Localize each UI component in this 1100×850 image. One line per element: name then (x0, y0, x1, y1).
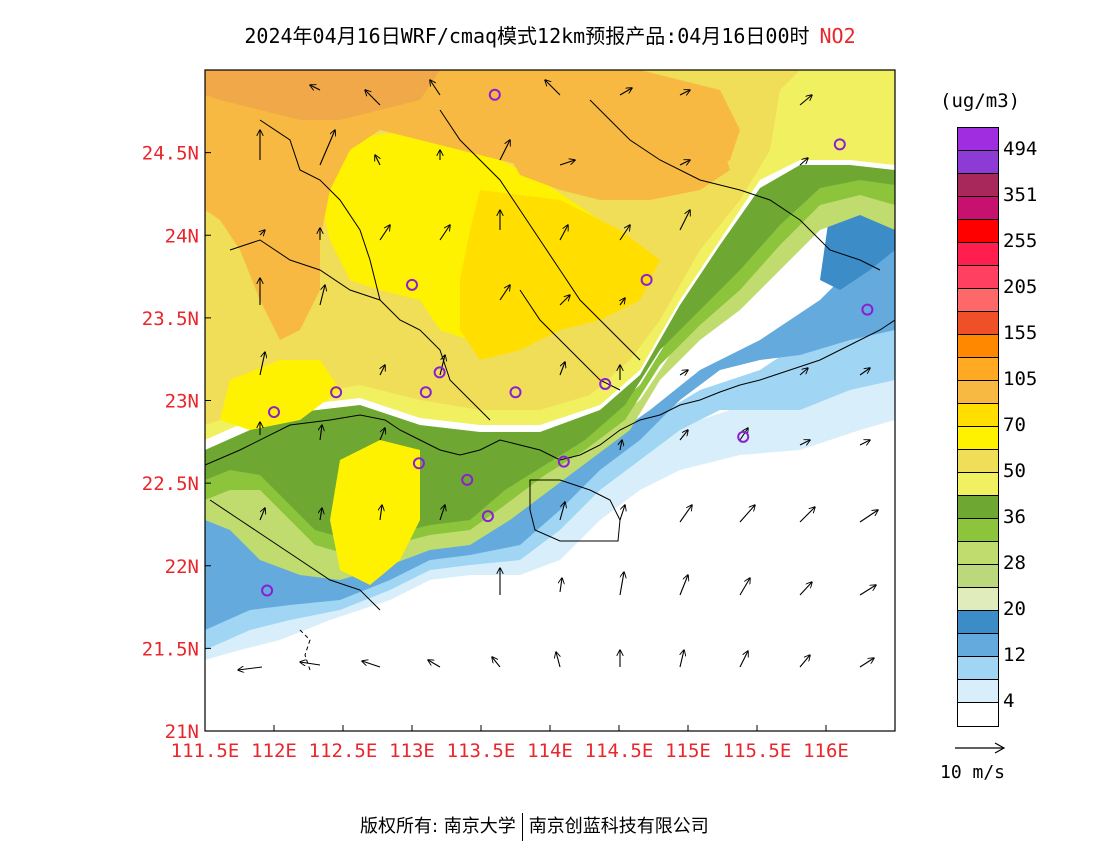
station-marker (412, 457, 425, 470)
colorbar-label: 494 (1003, 138, 1038, 160)
colorbar-label: 4 (1003, 690, 1015, 712)
colorbar-cell (958, 289, 998, 312)
lat-tick-label: 24N (165, 225, 199, 247)
station-marker (737, 430, 750, 443)
colorbar-cell (958, 542, 998, 565)
colorbar-cell (958, 220, 998, 243)
lat-tick-label: 23N (165, 391, 199, 413)
lon-tick-label: 113.5E (447, 740, 516, 762)
colorbar-cell (958, 565, 998, 588)
lon-tick-label: 112E (251, 740, 297, 762)
colorbar-cell (958, 427, 998, 450)
colorbar-label: 20 (1003, 598, 1026, 620)
lon-tick-label: 116E (803, 740, 849, 762)
lon-tick-label: 113E (389, 740, 435, 762)
colorbar-cell (958, 611, 998, 634)
pollutant-name: NO2 (819, 24, 856, 48)
colorbar-cell (958, 335, 998, 358)
colorbar-cell (958, 151, 998, 174)
colorbar-cell (958, 473, 998, 496)
legend-unit: (ug/m3) (940, 90, 1021, 112)
wind-vector-key-arrow (955, 742, 1006, 754)
copyright-text: 版权所有: 南京大学 (360, 816, 516, 837)
station-marker (833, 138, 846, 151)
lat-tick-label: 24.5N (142, 143, 199, 165)
station-marker (433, 366, 446, 379)
lon-tick-label: 112.5E (309, 740, 378, 762)
station-marker (640, 273, 653, 286)
colorbar-cell (958, 588, 998, 611)
colorbar-cell (958, 174, 998, 197)
latitude-axis: 21N 21.5N 22N 22.5N 23N 23.5N 24N 24.5N (142, 143, 211, 743)
colorbar-cell (958, 496, 998, 519)
colorbar-cell (958, 450, 998, 473)
station-marker (461, 473, 474, 486)
lon-tick-label: 111.5E (171, 740, 240, 762)
lat-tick-label: 21.5N (142, 638, 199, 660)
colorbar-cell (958, 266, 998, 289)
colorbar-cell (958, 197, 998, 220)
boundary-lines (205, 99, 895, 671)
station-marker (268, 406, 280, 419)
station-marker (330, 386, 343, 399)
station-marker (509, 386, 522, 399)
lon-tick-label: 114.5E (585, 740, 654, 762)
colorbar-label: 155 (1003, 322, 1038, 344)
station-marker (599, 377, 612, 390)
colorbar-cell (958, 243, 998, 266)
colorbar-cell (958, 358, 998, 381)
wind-vectors (238, 80, 878, 670)
colorbar-label: 28 (1003, 552, 1026, 574)
colorbar-cell (958, 634, 998, 657)
colorbar-label: 255 (1003, 230, 1038, 252)
colorbar (957, 127, 999, 727)
company-name: 南京创蓝科技有限公司 (528, 816, 709, 837)
colorbar-label: 50 (1003, 460, 1026, 482)
lat-tick-label: 21N (165, 721, 199, 743)
concentration-field (205, 70, 895, 731)
colorbar-label: 351 (1003, 184, 1038, 206)
lon-tick-label: 115E (665, 740, 711, 762)
wind-vector-key-label: 10 m/s (940, 762, 1006, 783)
colorbar-cell (958, 312, 998, 335)
monitoring-stations (261, 88, 874, 597)
copyright-footer: 版权所有: 南京大学 南京创蓝科技有限公司 (360, 812, 709, 841)
colorbar-cell (958, 128, 998, 151)
station-marker (481, 510, 494, 523)
lon-tick-label: 115.5E (723, 740, 792, 762)
lat-tick-label: 23.5N (142, 308, 199, 330)
footer-divider (521, 813, 523, 841)
map-title: 2024年04月16日WRF/cmaq模式12km预报产品:04月16日00时 N… (0, 20, 1100, 49)
colorbar-cell (958, 381, 998, 404)
colorbar-label: 70 (1003, 414, 1026, 436)
longitude-axis: 111.5E 112E 112.5E 113E 113.5E 114E 114.5E 115E… (171, 725, 849, 762)
colorbar-label: 105 (1003, 368, 1038, 390)
station-marker (488, 88, 501, 101)
colorbar-cell (958, 703, 998, 726)
station-marker (861, 303, 874, 316)
colorbar-label: 12 (1003, 644, 1026, 666)
lat-tick-label: 22N (165, 556, 199, 578)
colorbar-cell (958, 680, 998, 703)
colorbar-cell (958, 657, 998, 680)
lat-tick-label: 22.5N (142, 473, 199, 495)
lon-tick-label: 114E (527, 740, 573, 762)
title-text: 2024年04月16日WRF/cmaq模式12km预报产品:04月16日00时 (244, 24, 810, 48)
colorbar-label: 36 (1003, 506, 1026, 528)
station-marker (406, 278, 418, 291)
station-marker (419, 386, 432, 399)
colorbar-cell (958, 519, 998, 542)
station-marker (261, 584, 274, 597)
colorbar-label: 205 (1003, 276, 1038, 298)
station-marker (557, 455, 570, 468)
colorbar-cell (958, 404, 998, 427)
